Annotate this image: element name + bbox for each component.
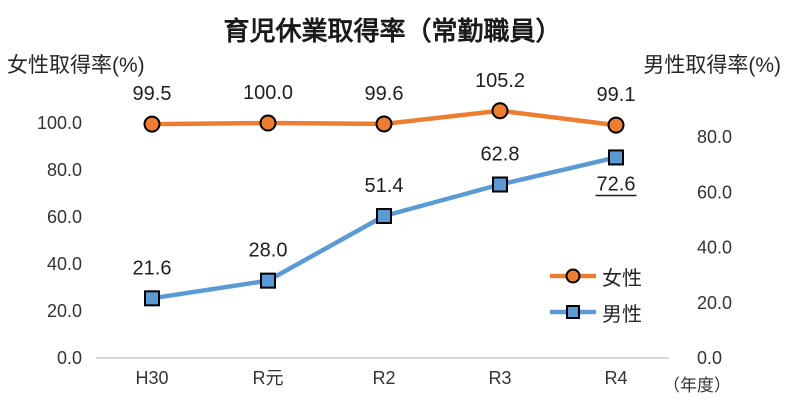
left-axis-tick-label: 20.0 xyxy=(47,301,82,321)
male-series-swatch-icon xyxy=(550,305,596,319)
x-axis-tick-label: R元 xyxy=(253,368,284,388)
left-axis-tick-label: 40.0 xyxy=(47,254,82,274)
x-axis-tick-label: R3 xyxy=(488,368,511,388)
x-axis-tick-label: R2 xyxy=(372,368,395,388)
female-series-swatch-icon xyxy=(550,268,596,284)
data-label: 21.6 xyxy=(133,257,172,279)
male-data-point-marker xyxy=(144,290,160,307)
left-axis-tick-label: 60.0 xyxy=(47,207,82,227)
data-label: 105.2 xyxy=(475,70,525,92)
legend-item-female: 女性 xyxy=(548,258,642,294)
left-axis-tick-label: 100.0 xyxy=(37,113,82,133)
male-data-point-marker xyxy=(376,208,392,225)
data-label: 51.4 xyxy=(365,175,404,197)
female-data-point-marker xyxy=(607,116,625,134)
data-label: 99.5 xyxy=(133,83,172,105)
legend-item-male: 男性 xyxy=(548,294,642,330)
male-data-point-marker xyxy=(608,149,624,166)
male-legend-marker-icon xyxy=(566,305,580,319)
data-label: 99.1 xyxy=(597,84,636,106)
x-axis-tick-label: H30 xyxy=(135,368,168,388)
data-label: 72.6 xyxy=(597,173,636,195)
legend-label-male: 男性 xyxy=(602,303,642,326)
left-axis-tick-label: 0.0 xyxy=(57,348,82,368)
left-axis-tick-label: 80.0 xyxy=(47,160,82,180)
data-label: 62.8 xyxy=(481,144,520,166)
female-data-point-marker xyxy=(259,114,277,132)
female-data-point-marker xyxy=(375,115,393,133)
legend-label-female: 女性 xyxy=(602,267,642,290)
female-legend-marker-icon xyxy=(565,268,581,284)
x-axis-tick-label: R4 xyxy=(604,368,627,388)
male-data-point-marker xyxy=(492,176,508,193)
right-axis-tick-label: 40.0 xyxy=(697,238,732,258)
data-label: 99.6 xyxy=(365,83,404,105)
chart-title: 育児休業取得率（常勤職員） xyxy=(223,16,562,46)
female-data-point-marker xyxy=(143,115,161,133)
left-axis-title: 女性取得率(%) xyxy=(7,54,145,77)
chart-legend: 女性 男性 xyxy=(548,258,642,330)
male-data-point-marker xyxy=(260,272,276,289)
x-axis-unit-label: （年度） xyxy=(663,376,731,395)
right-axis-tick-label: 20.0 xyxy=(697,293,732,313)
right-axis-tick-label: 80.0 xyxy=(697,127,732,147)
data-label: 100.0 xyxy=(243,82,293,104)
right-axis-title: 男性取得率(%) xyxy=(643,54,781,77)
data-label: 28.0 xyxy=(249,240,288,262)
right-axis-tick-label: 0.0 xyxy=(697,348,722,368)
right-axis-tick-label: 60.0 xyxy=(697,182,732,202)
female-data-point-marker xyxy=(491,102,509,120)
